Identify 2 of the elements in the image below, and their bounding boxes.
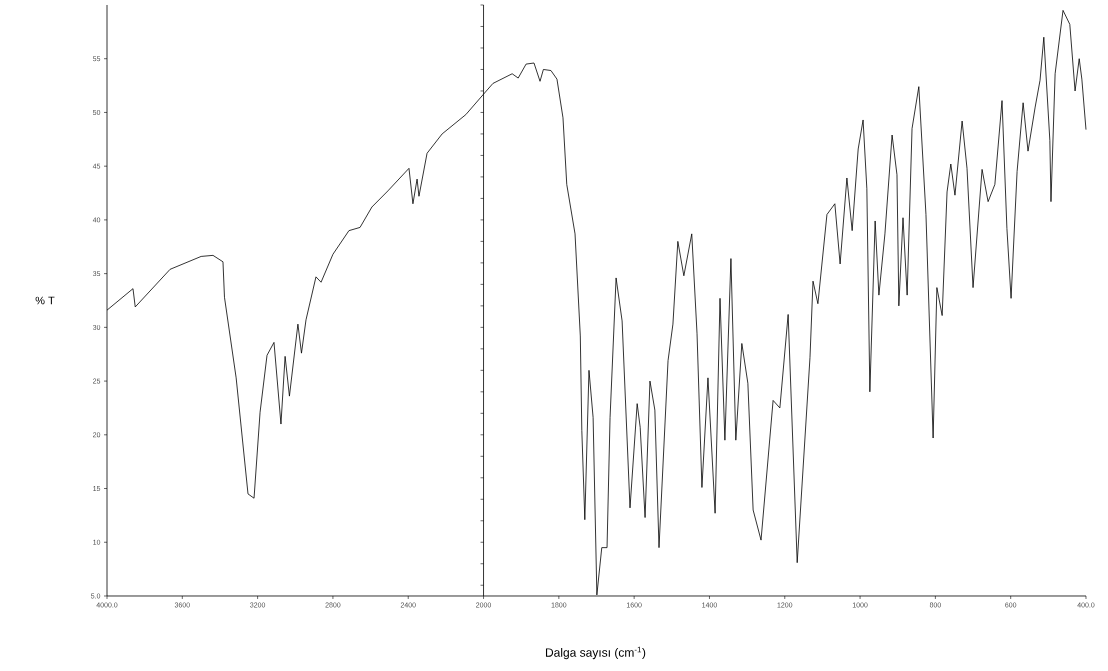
y-axis-title: % T [35, 296, 55, 305]
x-axis-title: Dalga sayısı (cm$^{-1}$) [545, 646, 646, 660]
